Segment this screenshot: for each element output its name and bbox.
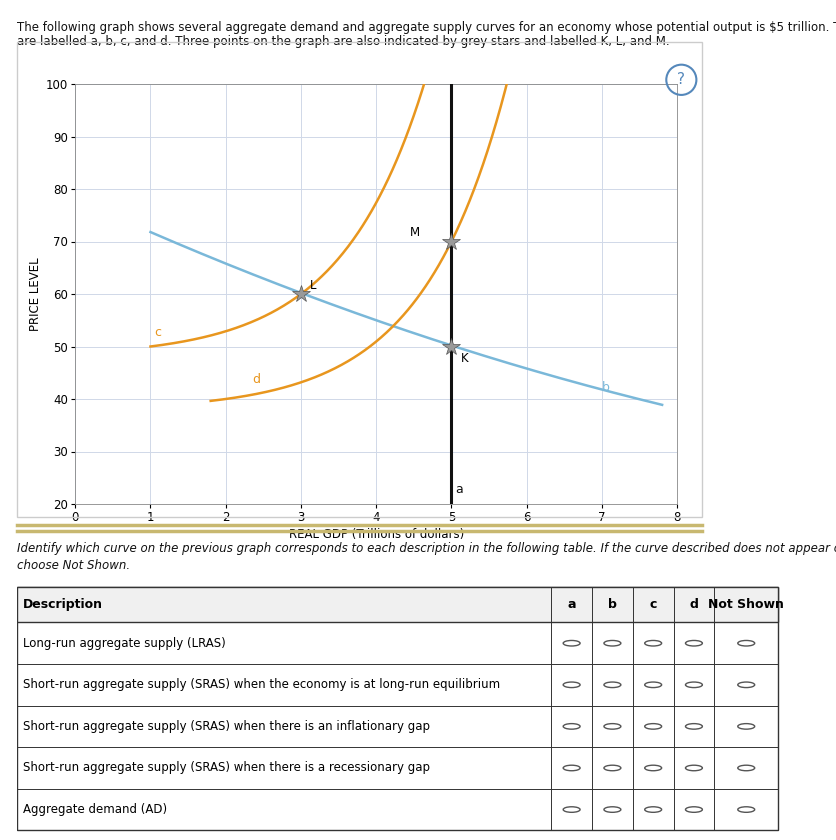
Text: ?: ? — [677, 72, 686, 87]
Y-axis label: PRICE LEVEL: PRICE LEVEL — [29, 257, 42, 331]
Text: d: d — [690, 598, 698, 612]
X-axis label: REAL GDP (Trillions of dollars): REAL GDP (Trillions of dollars) — [288, 528, 464, 541]
Text: The following graph shows several aggregate demand and aggregate supply curves f: The following graph shows several aggreg… — [17, 21, 836, 34]
FancyBboxPatch shape — [17, 587, 778, 622]
Text: K: K — [461, 352, 468, 365]
Text: L: L — [310, 279, 317, 291]
FancyBboxPatch shape — [17, 587, 778, 830]
Text: b: b — [608, 598, 617, 612]
Text: a: a — [568, 598, 576, 612]
Text: c: c — [650, 598, 657, 612]
Text: d: d — [252, 373, 260, 386]
Text: Long-run aggregate supply (LRAS): Long-run aggregate supply (LRAS) — [23, 637, 226, 649]
Text: Description: Description — [23, 598, 103, 612]
Text: Short-run aggregate supply (SRAS) when there is a recessionary gap: Short-run aggregate supply (SRAS) when t… — [23, 762, 430, 774]
Text: M: M — [410, 226, 421, 239]
Text: a: a — [455, 483, 463, 496]
Text: c: c — [154, 326, 161, 339]
Text: Identify which curve on the previous graph corresponds to each description in th: Identify which curve on the previous gra… — [17, 542, 836, 554]
Text: Short-run aggregate supply (SRAS) when the economy is at long-run equilibrium: Short-run aggregate supply (SRAS) when t… — [23, 679, 500, 691]
Text: choose Not Shown.: choose Not Shown. — [17, 559, 130, 571]
Text: Short-run aggregate supply (SRAS) when there is an inflationary gap: Short-run aggregate supply (SRAS) when t… — [23, 720, 430, 732]
Text: Not Shown: Not Shown — [708, 598, 784, 612]
Text: are labelled a, b, c, and d. Three points on the graph are also indicated by gre: are labelled a, b, c, and d. Three point… — [17, 35, 670, 48]
Text: Aggregate demand (AD): Aggregate demand (AD) — [23, 803, 167, 816]
Text: b: b — [602, 381, 609, 394]
